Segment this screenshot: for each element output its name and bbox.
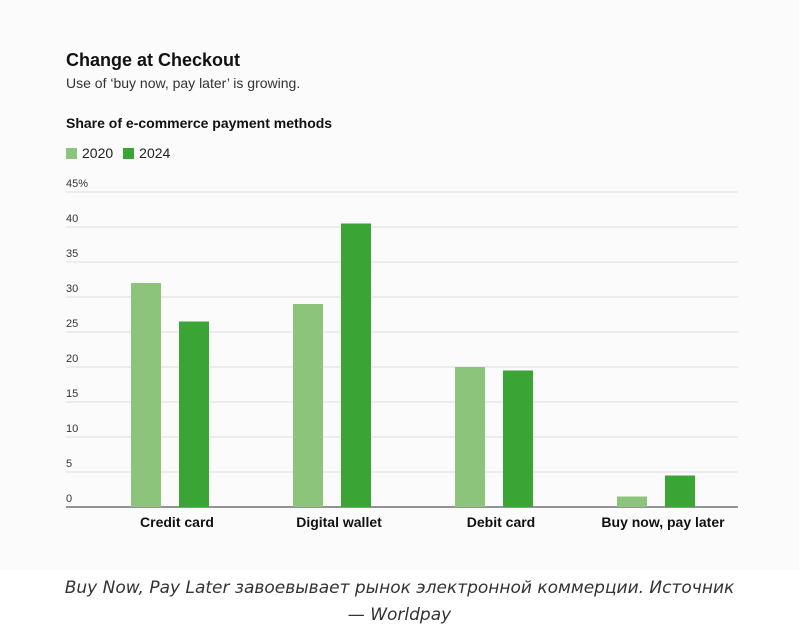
y-axis-label: Share of e-commerce payment methods xyxy=(66,115,333,131)
y-tick-label: 20 xyxy=(66,353,78,365)
chart-figure: Change at Checkout Use of ‘buy now, pay … xyxy=(66,50,738,530)
legend-swatch-2020 xyxy=(66,147,77,159)
y-tick-label: 30 xyxy=(66,283,78,295)
bar-2024-buy-now-pay-later xyxy=(665,475,695,507)
y-tick-label: 40 xyxy=(66,213,78,225)
bar-2024-debit-card xyxy=(503,370,533,507)
chart-subtitle: Use of ‘buy now, pay later’ is growing. xyxy=(66,75,301,91)
x-category-label: Debit card xyxy=(467,514,535,530)
legend-item-2024: 2024 xyxy=(123,145,170,161)
bar-2024-digital-wallet xyxy=(341,223,371,507)
y-tick-label: 35 xyxy=(66,248,78,260)
bar-2020-buy-now-pay-later xyxy=(617,496,647,507)
x-category-label: Buy now, pay later xyxy=(601,514,725,530)
bar-2020-credit-card xyxy=(131,283,161,507)
legend-label-2024: 2024 xyxy=(139,145,171,161)
x-category-label: Credit card xyxy=(140,514,214,530)
x-category-label: Digital wallet xyxy=(296,514,382,530)
y-tick-label: 5 xyxy=(66,458,72,470)
bar-2020-digital-wallet xyxy=(293,304,323,507)
chart-title: Change at Checkout xyxy=(66,50,241,70)
legend-label-2020: 2020 xyxy=(82,145,114,161)
y-tick-label: 25 xyxy=(66,318,78,330)
y-tick-label: 15 xyxy=(66,388,78,400)
bar-chart: 0 5 10 15 20 25 30 35 40 45% Credit card Digital wa… xyxy=(66,178,738,530)
legend: 2020 2024 xyxy=(66,145,170,161)
y-tick-label: 10 xyxy=(66,423,78,435)
legend-swatch-2024 xyxy=(123,147,135,159)
bar-2020-debit-card xyxy=(455,367,485,507)
caption-line-1: Buy Now, Pay Later завоевывает рынок эле… xyxy=(64,578,735,598)
legend-item-2020: 2020 xyxy=(66,145,113,161)
y-tick-label: 45% xyxy=(66,178,88,190)
caption-line-2: — Worldpay xyxy=(347,605,452,625)
image-caption: Buy Now, Pay Later завоевывает рынок эле… xyxy=(0,575,799,629)
bar-2024-credit-card xyxy=(179,321,209,507)
y-tick-label: 0 xyxy=(66,493,72,505)
